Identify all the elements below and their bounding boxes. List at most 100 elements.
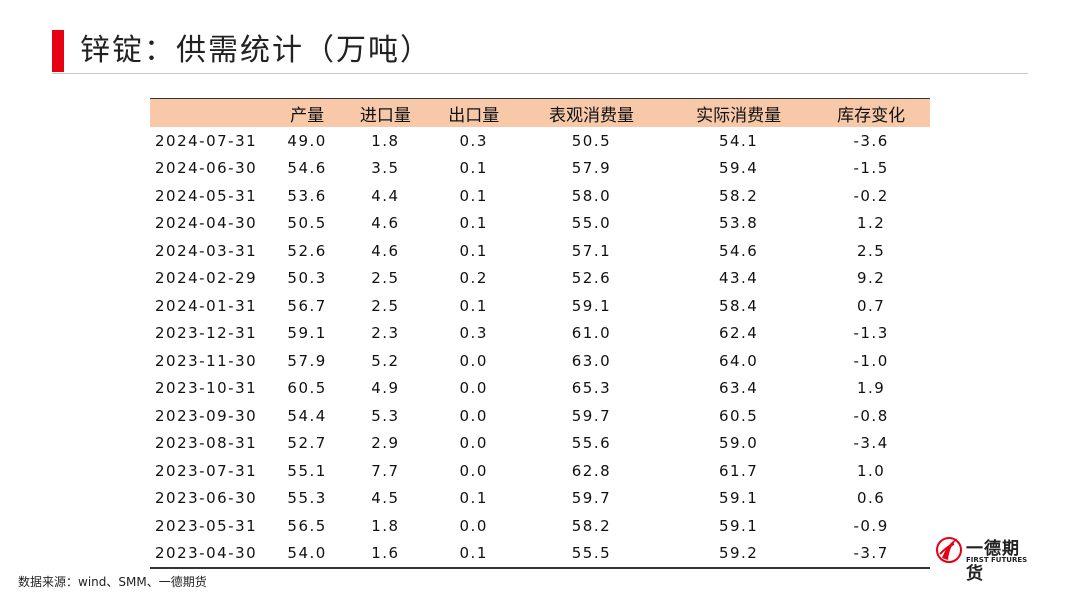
- value-cell: 4.5: [371, 489, 400, 508]
- value-cell: 55.3: [287, 489, 327, 508]
- column-header: 库存变化: [812, 98, 930, 127]
- value-cell: 58.4: [718, 296, 759, 315]
- title-accent: [52, 30, 64, 72]
- value-cell: -0.2: [853, 186, 889, 205]
- header-row: 产量 进口量 出口量 表观消费量 实际消费量 库存变化: [150, 98, 930, 127]
- date-cell: 2024-06-30: [155, 159, 258, 178]
- value-cell: 60.5: [287, 379, 327, 398]
- value-cell: 62.8: [571, 461, 612, 480]
- value-cell: 2.5: [856, 241, 886, 260]
- value-cell: 2.3: [371, 324, 400, 343]
- table-row: 2024-03-31 52.6 4.6 0.1 57.1 54.6 2.5: [150, 237, 930, 265]
- value-cell: 63.0: [571, 351, 612, 370]
- divider: [52, 73, 1028, 74]
- value-cell: 59.7: [571, 489, 612, 508]
- table-row: 2024-04-30 50.5 4.6 0.1 55.0 53.8 1.2: [150, 210, 930, 238]
- date-cell: 2023-07-31: [155, 461, 258, 480]
- value-cell: 0.7: [856, 296, 886, 315]
- value-cell: 2.5: [371, 269, 400, 288]
- value-cell: 1.2: [856, 214, 886, 233]
- value-cell: 56.5: [287, 516, 327, 535]
- value-cell: 64.0: [718, 351, 759, 370]
- column-header: 表观消费量: [517, 98, 666, 127]
- value-cell: 1.6: [371, 544, 400, 563]
- value-cell: 50.5: [571, 131, 612, 150]
- table-row: 2024-05-31 53.6 4.4 0.1 58.0 58.2 -0.2: [150, 182, 930, 210]
- date-cell: 2023-06-30: [155, 489, 258, 508]
- value-cell: 4.4: [371, 186, 400, 205]
- table-row: 2023-09-30 54.4 5.3 0.0 59.7 60.5 -0.8: [150, 402, 930, 430]
- value-cell: 0.1: [459, 241, 488, 260]
- value-cell: 58.0: [571, 186, 612, 205]
- value-cell: 0.3: [459, 324, 488, 343]
- value-cell: 62.4: [718, 324, 759, 343]
- value-cell: 58.2: [571, 516, 612, 535]
- table-row: 2023-07-31 55.1 7.7 0.0 62.8 61.7 1.0: [150, 457, 930, 485]
- value-cell: 54.4: [287, 406, 327, 425]
- value-cell: 1.8: [371, 131, 400, 150]
- value-cell: 55.6: [571, 434, 612, 453]
- value-cell: 1.8: [371, 516, 400, 535]
- value-cell: 60.5: [718, 406, 759, 425]
- value-cell: 55.0: [571, 214, 612, 233]
- value-cell: -1.3: [853, 324, 889, 343]
- value-cell: 53.8: [718, 214, 759, 233]
- date-cell: 2023-10-31: [155, 379, 258, 398]
- logo: 一德期货 FIRST FUTURES: [934, 532, 1034, 584]
- value-cell: 1.0: [856, 461, 886, 480]
- value-cell: 0.1: [459, 544, 488, 563]
- value-cell: 53.6: [287, 186, 327, 205]
- value-cell: -3.6: [853, 131, 889, 150]
- value-cell: 4.9: [371, 379, 400, 398]
- table-row: 2023-04-30 54.0 1.6 0.1 55.5 59.2 -3.7: [150, 540, 930, 569]
- value-cell: 59.1: [571, 296, 612, 315]
- table-row: 2024-02-29 50.3 2.5 0.2 52.6 43.4 9.2: [150, 265, 930, 293]
- value-cell: 4.6: [371, 241, 400, 260]
- date-cell: 2024-01-31: [155, 296, 258, 315]
- table-row: 2024-06-30 54.6 3.5 0.1 57.9 59.4 -1.5: [150, 155, 930, 183]
- value-cell: 1.9: [856, 379, 886, 398]
- value-cell: 0.0: [459, 516, 488, 535]
- value-cell: 57.9: [571, 159, 612, 178]
- value-cell: 0.1: [459, 489, 488, 508]
- value-cell: 59.1: [718, 489, 759, 508]
- table-body: 2024-07-31 49.0 1.8 0.3 50.5 54.1 -3.6 2024-06-…: [150, 127, 930, 568]
- value-cell: 55.5: [571, 544, 612, 563]
- value-cell: 59.4: [718, 159, 759, 178]
- column-header: 实际消费量: [665, 98, 813, 127]
- value-cell: 54.6: [287, 159, 327, 178]
- value-cell: 9.2: [856, 269, 886, 288]
- value-cell: 0.0: [459, 461, 488, 480]
- column-header: 出口量: [429, 98, 518, 127]
- corner-cell: [150, 98, 273, 127]
- date-cell: 2024-04-30: [155, 214, 258, 233]
- value-cell: 52.6: [571, 269, 612, 288]
- value-cell: 0.1: [459, 159, 488, 178]
- value-cell: 0.1: [459, 214, 488, 233]
- value-cell: 43.4: [718, 269, 759, 288]
- value-cell: 4.6: [371, 214, 400, 233]
- value-cell: -0.8: [853, 406, 889, 425]
- date-cell: 2023-04-30: [155, 544, 258, 563]
- value-cell: 0.0: [459, 351, 488, 370]
- column-header: 进口量: [341, 98, 430, 127]
- table-row: 2024-01-31 56.7 2.5 0.1 59.1 58.4 0.7: [150, 292, 930, 320]
- value-cell: 65.3: [571, 379, 612, 398]
- value-cell: 59.1: [718, 516, 759, 535]
- value-cell: -1.5: [853, 159, 889, 178]
- value-cell: 50.5: [287, 214, 327, 233]
- value-cell: 0.6: [856, 489, 886, 508]
- value-cell: 61.0: [571, 324, 612, 343]
- value-cell: 50.3: [287, 269, 327, 288]
- supply-demand-table: 产量 进口量 出口量 表观消费量 实际消费量 库存变化 2024-07-31 49.0 1.8…: [150, 98, 930, 569]
- value-cell: 0.1: [459, 296, 488, 315]
- date-cell: 2023-12-31: [155, 324, 258, 343]
- value-cell: 0.0: [459, 406, 488, 425]
- value-cell: 57.1: [571, 241, 612, 260]
- logo-icon: [936, 537, 962, 563]
- value-cell: 57.9: [287, 351, 327, 370]
- date-cell: 2024-03-31: [155, 241, 258, 260]
- value-cell: -3.4: [853, 434, 889, 453]
- date-cell: 2024-07-31: [155, 131, 258, 150]
